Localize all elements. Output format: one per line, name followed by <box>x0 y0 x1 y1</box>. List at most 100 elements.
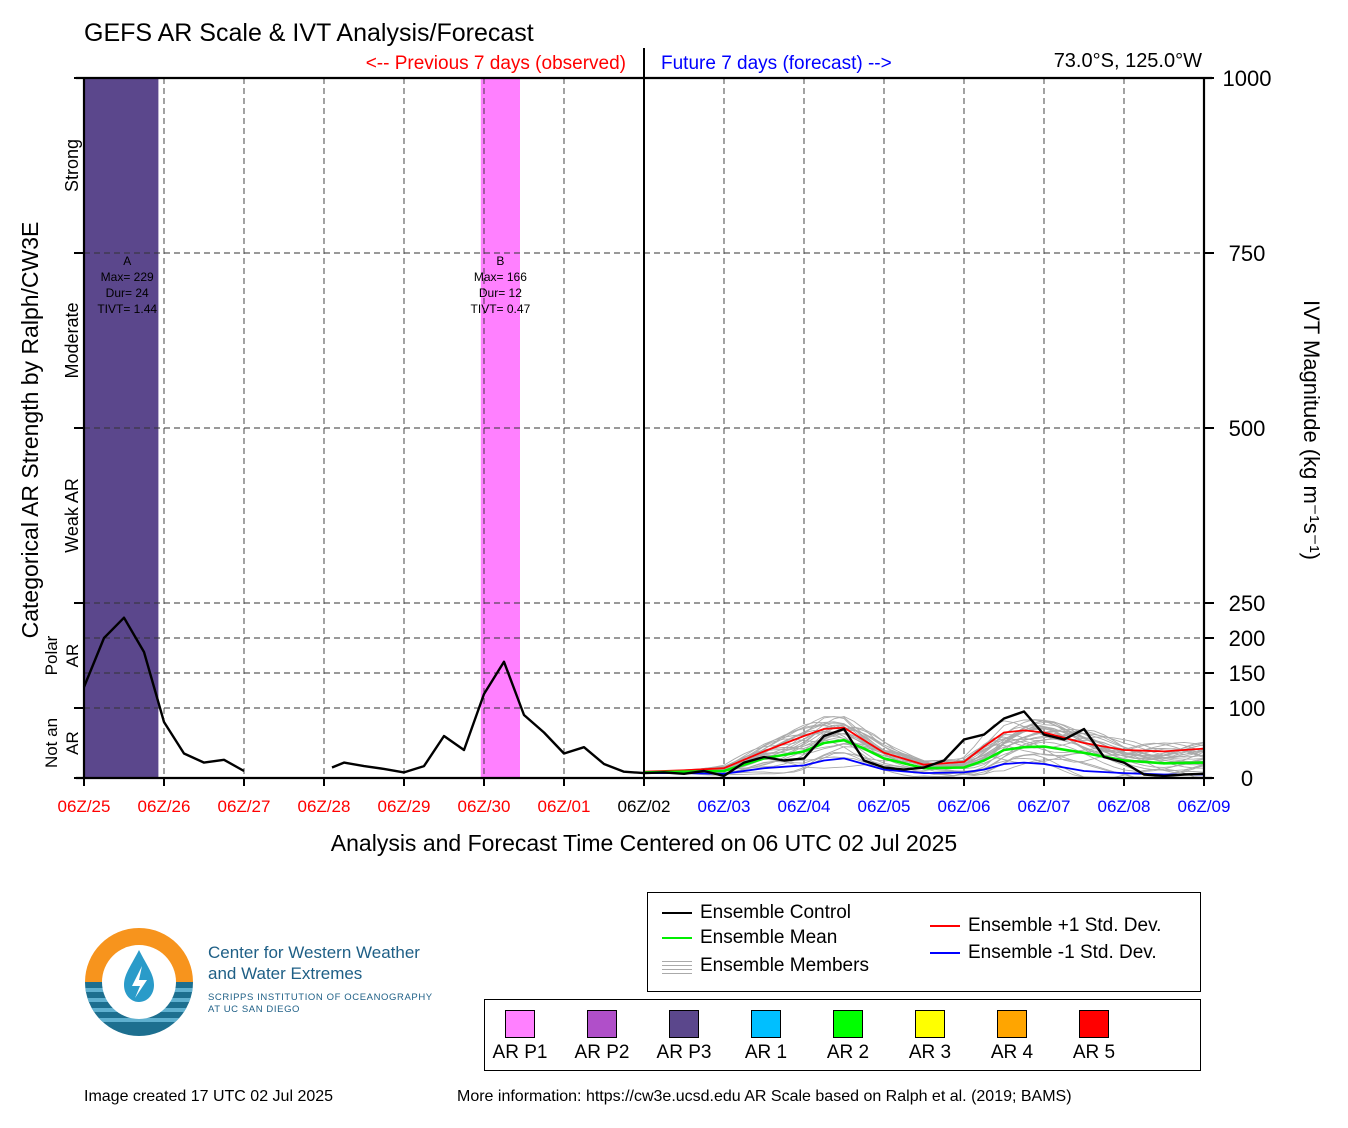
category-swatch <box>997 1010 1027 1038</box>
x-tick-label: 06Z/06 <box>938 797 991 816</box>
x-tick-label: 06Z/02 <box>618 797 671 816</box>
category-label: AR 4 <box>990 1042 1034 1063</box>
logo-org-name: Center for Western Weather and Water Ext… <box>208 942 420 984</box>
legend-control-label: Ensemble Control <box>700 902 852 923</box>
observed-label: <-- Previous 7 days (observed) <box>366 53 626 74</box>
logo-line3: SCRIPPS INSTITUTION OF OCEANOGRAPHY <box>208 992 433 1003</box>
forecast-label: Future 7 days (forecast) --> <box>661 53 892 74</box>
x-tick-label: 06Z/05 <box>858 797 911 816</box>
x-tick-label: 06Z/26 <box>138 797 191 816</box>
legend-minus-std-label: Ensemble -1 Std. Dev. <box>968 942 1157 963</box>
logo-line2: and Water Extremes <box>208 964 363 983</box>
legend-plus-std: Ensemble +1 Std. Dev. <box>930 915 1161 937</box>
category-label: AR 5 <box>1072 1042 1116 1063</box>
logo-line4: AT UC SAN DIEGO <box>208 1004 301 1015</box>
ar-event-annotation: Dur= 12 <box>479 286 522 300</box>
legend-control-line <box>662 912 692 914</box>
cw3e-logo: Center for Western Weather and Water Ext… <box>84 926 484 1046</box>
ar-event-annotation: Max= 229 <box>101 270 154 284</box>
category-ar-3: AR 3 <box>890 1010 970 1064</box>
cw3e-logo-icon <box>85 928 193 1036</box>
legend-mean: Ensemble Mean <box>662 927 837 949</box>
ar-event-annotation: B <box>496 254 504 268</box>
x-axis-title: Analysis and Forecast Time Centered on 0… <box>331 830 957 856</box>
x-tick-label: 06Z/08 <box>1098 797 1151 816</box>
ar-event-annotation: Dur= 24 <box>106 286 149 300</box>
category-axis-label: Weak AR <box>62 478 82 553</box>
category-ar-5: AR 5 <box>1054 1010 1134 1064</box>
category-ar-p1: AR P1 <box>480 1010 560 1064</box>
footer-created: Image created 17 UTC 02 Jul 2025 <box>84 1088 334 1105</box>
x-tick-label: 06Z/30 <box>458 797 511 816</box>
y-tick-label: 250 <box>1229 591 1266 616</box>
y-tick-label: 200 <box>1229 626 1266 651</box>
legend-mean-line <box>662 937 692 939</box>
ar-event-annotation: TIVT= 1.44 <box>97 302 157 316</box>
y-tick-label: 100 <box>1229 696 1266 721</box>
x-tick-label: 06Z/29 <box>378 797 431 816</box>
ivt-chart: 0 100 150 200 250 500 750 1000 Not an AR Polar AR We… <box>17 19 1324 856</box>
category-ar-p2: AR P2 <box>562 1010 642 1064</box>
category-swatch <box>833 1010 863 1038</box>
x-tick-label: 06Z/25 <box>58 797 111 816</box>
category-axis-label: Not an AR <box>42 718 82 768</box>
legend-minus-std: Ensemble -1 Std. Dev. <box>930 942 1157 964</box>
y-tick-label: 0 <box>1241 766 1253 791</box>
category-ar-1: AR 1 <box>726 1010 806 1064</box>
category-label: AR 3 <box>908 1042 952 1063</box>
logo-sub-name: SCRIPPS INSTITUTION OF OCEANOGRAPHY AT U… <box>208 992 433 1016</box>
category-swatch <box>751 1010 781 1038</box>
x-tick-label: 06Z/04 <box>778 797 831 816</box>
category-axis-label: Strong <box>62 139 82 192</box>
category-label: AR P2 <box>574 1042 630 1063</box>
x-tick-label: 06Z/09 <box>1178 797 1231 816</box>
legend-members-lines <box>662 959 692 974</box>
legend-members-label: Ensemble Members <box>700 955 869 976</box>
chart-title: GEFS AR Scale & IVT Analysis/Forecast <box>84 19 534 47</box>
category-label: AR P1 <box>492 1042 548 1063</box>
legend-minus-std-line <box>930 952 960 954</box>
category-swatch <box>915 1010 945 1038</box>
series-control-line <box>331 660 1205 778</box>
category-legend: AR P1 AR P2 AR P3 AR 1 AR 2 AR 3 AR 4 AR 5 <box>484 999 1201 1071</box>
series-minus-std-line <box>644 757 1204 776</box>
ensemble-member-line <box>643 722 1205 773</box>
category-label: AR P3 <box>656 1042 712 1063</box>
x-tick-label: 06Z/28 <box>298 797 351 816</box>
series-plus-std-line <box>643 726 1205 773</box>
category-label: AR 1 <box>744 1042 788 1063</box>
category-axis-label: Polar AR <box>42 635 82 675</box>
legend-control: Ensemble Control <box>662 902 851 924</box>
category-ar-p3: AR P3 <box>644 1010 724 1064</box>
series-control-line <box>82 616 245 773</box>
x-tick-label: 06Z/27 <box>218 797 271 816</box>
x-tick-label: 06Z/07 <box>1018 797 1071 816</box>
logo-line1: Center for Western Weather <box>208 943 420 962</box>
category-ar-2: AR 2 <box>808 1010 888 1064</box>
location-label: 73.0°S, 125.0°W <box>1054 50 1202 72</box>
category-axis-label: Moderate <box>62 302 82 378</box>
y-tick-label: 1000 <box>1223 66 1272 91</box>
ar-event-annotation: A <box>123 254 131 268</box>
y-tick-label: 750 <box>1229 241 1266 266</box>
category-swatch <box>587 1010 617 1038</box>
category-swatch <box>669 1010 699 1038</box>
y-axis-title-left: Categorical AR Strength by Ralph/CW3E <box>17 222 43 639</box>
legend-members: Ensemble Members <box>662 955 869 977</box>
category-swatch <box>505 1010 535 1038</box>
category-ar-4: AR 4 <box>972 1010 1052 1064</box>
x-tick-label: 06Z/03 <box>698 797 751 816</box>
line-legend: Ensemble Control Ensemble Mean Ensemble … <box>647 892 1201 992</box>
category-swatch <box>1079 1010 1109 1038</box>
x-tick-label: 06Z/01 <box>538 797 591 816</box>
legend-mean-label: Ensemble Mean <box>700 927 838 948</box>
y-axis-title-right: IVT Magnitude (kg m⁻¹s⁻¹) <box>1299 300 1324 560</box>
footer-info: More information: https://cw3e.ucsd.edu … <box>457 1088 1072 1105</box>
ar-event-annotation: Max= 166 <box>474 270 527 284</box>
y-tick-label: 500 <box>1229 416 1266 441</box>
y-tick-label: 150 <box>1229 661 1266 686</box>
legend-plus-std-label: Ensemble +1 Std. Dev. <box>968 915 1162 936</box>
ar-event-annotation: TIVT= 0.47 <box>471 302 531 316</box>
legend-plus-std-line <box>930 925 960 927</box>
category-label: AR 2 <box>826 1042 870 1063</box>
